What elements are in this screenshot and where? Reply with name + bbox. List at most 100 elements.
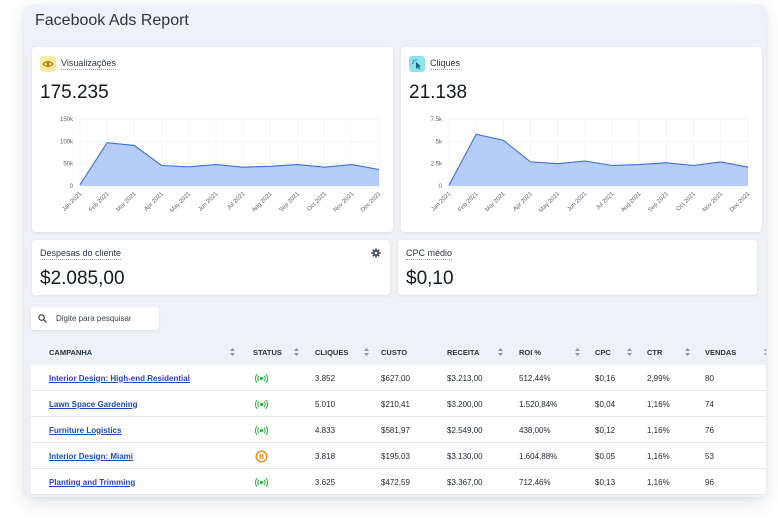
col-campanha-header[interactable]: CAMPANHA <box>49 348 93 357</box>
clicks-card: Cliques 21.138 0 2.5k 5k 7.5k Jan 2021 Feb 20… <box>401 47 762 232</box>
col-roi-value: 1.604,88% <box>519 451 558 461</box>
x-tick-label: Dec 2021 <box>360 191 383 214</box>
col-ctr-cell: 1,16% <box>647 443 670 469</box>
col-custo-cell: $472,59 <box>381 469 410 495</box>
col-vendas-value: 96 <box>705 477 714 487</box>
col-roi-cell: 1.520,84% <box>519 391 557 417</box>
y-tick-label: 7.5k <box>431 117 443 123</box>
col-ctr-cell: 1,16% <box>647 469 670 495</box>
x-tick-label: Dec 2021 <box>729 191 752 214</box>
broadcast-active-icon <box>255 399 268 409</box>
cursor-click-icon <box>409 56 425 72</box>
table-body: Interior Design: High-end Residential 3.8… <box>31 365 766 495</box>
broadcast-active-icon <box>255 477 268 487</box>
col-roi-cell: 1.604,88% <box>519 443 557 469</box>
col-campanha-cell: Interior Design: High-end Residential <box>49 365 190 391</box>
search-input[interactable]: Digite para pesquisar <box>31 307 159 330</box>
table-row[interactable]: Interior Design: High-end Residential 3.8… <box>31 365 766 391</box>
x-tick-label: May 2021 <box>169 191 192 214</box>
col-roi-header[interactable]: ROI % <box>519 348 542 357</box>
col-vendas-header[interactable]: VENDAS <box>705 348 737 357</box>
views-value: 175.235 <box>40 82 109 103</box>
col-receita-cell: $2.549,00 <box>447 417 483 443</box>
col-receita-cell: $3.130,00 <box>447 443 483 469</box>
col-vendas-cell: 74 <box>705 391 714 417</box>
col-cpc-cell: $0,13 <box>595 469 615 495</box>
table-header: CAMPANHA STATUS CLIQUES CUSTO RECEITA ROI % CP… <box>31 338 766 365</box>
col-status-header[interactable]: STATUS <box>253 348 282 357</box>
status-cell <box>255 443 268 469</box>
sort-icon[interactable] <box>294 348 299 356</box>
views-area-chart: 0 50k 100k 150k Jan 2021 Feb 2021 Mar 2021 Apr … <box>60 117 383 214</box>
x-tick-label: Mar 2021 <box>116 191 139 214</box>
col-receita-value: $3.130,00 <box>447 451 483 461</box>
col-roi-value: 438,00% <box>519 425 551 435</box>
col-cpc-value: $0,13 <box>595 477 616 487</box>
col-cpc-header[interactable]: CPC <box>595 348 611 357</box>
table-row[interactable]: Lawn Space Gardening 5.010 $210,41 $3.200,0… <box>31 391 766 417</box>
col-custo-cell: $210,41 <box>381 391 410 417</box>
col-roi-cell: 512,44% <box>519 365 551 391</box>
col-roi-value: 512,44% <box>519 373 551 383</box>
col-receita-value: $3.200,00 <box>447 399 483 409</box>
campaign-link[interactable]: Planting and Trimming <box>49 477 136 487</box>
x-tick-label: Jun 2021 <box>198 191 220 213</box>
col-custo-cell: $627,00 <box>381 365 410 391</box>
col-receita-cell: $3.200,00 <box>447 391 483 417</box>
search-icon <box>38 314 47 323</box>
area-fill <box>80 142 379 186</box>
col-ctr-value: 1,16% <box>647 451 670 461</box>
campaign-link[interactable]: Interior Design: Miami <box>49 451 134 461</box>
x-tick-label: Jan 2021 <box>62 191 84 213</box>
col-vendas-cell: 53 <box>705 443 714 469</box>
col-cpc-value: $0,16 <box>595 373 616 383</box>
col-vendas-cell: 76 <box>705 417 714 443</box>
col-cliques-cell: 5.010 <box>315 391 335 417</box>
clicks-label: Cliques <box>430 58 461 70</box>
pause-circle-icon <box>255 449 268 463</box>
sort-icon[interactable] <box>230 348 235 356</box>
col-custo-header[interactable]: CUSTO <box>381 348 408 357</box>
search-placeholder: Digite para pesquisar <box>56 314 132 323</box>
col-cliques-value: 4.833 <box>315 425 336 435</box>
col-cliques-value: 3.625 <box>315 477 336 487</box>
campaign-link[interactable]: Furniture Logistics <box>49 425 122 435</box>
sort-icon[interactable] <box>498 348 503 356</box>
col-receita-value: $3.367,00 <box>447 477 483 487</box>
x-tick-label: Apr 2021 <box>143 191 165 213</box>
y-tick-label: 2.5k <box>431 162 443 168</box>
sort-icon[interactable] <box>575 348 580 356</box>
col-receita-header[interactable]: RECEITA <box>447 348 480 357</box>
campaign-link[interactable]: Lawn Space Gardening <box>49 399 138 409</box>
col-ctr-cell: 1,16% <box>647 391 670 417</box>
col-cpc-cell: $0,05 <box>595 443 615 469</box>
col-custo-value: $195,03 <box>381 451 410 461</box>
cpc-value: $0,10 <box>406 268 454 289</box>
campaign-link[interactable]: Interior Design: High-end Residential <box>49 373 190 383</box>
gear-icon[interactable] <box>371 248 381 258</box>
sort-icon[interactable] <box>764 348 766 356</box>
broadcast-active-icon <box>255 425 268 435</box>
col-roi-value: 1.520,84% <box>519 399 558 409</box>
sort-icon[interactable] <box>627 348 632 356</box>
cpc-label: CPC médio <box>406 248 453 260</box>
x-tick-label: Nov 2021 <box>702 191 725 214</box>
area-fill <box>449 134 748 186</box>
x-tick-label: Sep 2021 <box>647 191 670 214</box>
x-tick-label: Feb 2021 <box>457 191 480 214</box>
report-panel: Facebook Ads Report Visualizações 175.23… <box>24 5 766 497</box>
col-ctr-header[interactable]: CTR <box>647 348 663 357</box>
sort-icon[interactable] <box>685 348 690 356</box>
col-cliques-cell: 4.833 <box>315 417 335 443</box>
table-row[interactable]: Planting and Trimming 3.625 $472,59 $3.367,… <box>31 469 766 495</box>
table-row[interactable]: Furniture Logistics 4.833 $581,97 $2.549,00… <box>31 417 766 443</box>
col-cliques-header[interactable]: CLIQUES <box>315 348 349 357</box>
sort-icon[interactable] <box>364 348 369 356</box>
col-cliques-cell: 3.852 <box>315 365 335 391</box>
col-roi-value: 712,46% <box>519 477 551 487</box>
views-card: Visualizações 175.235 0 50k 100k 150k Jan 20… <box>32 47 393 232</box>
table-row[interactable]: Interior Design: Miami 3.818 $195,03 $3.130… <box>31 443 766 469</box>
status-cell <box>255 391 268 417</box>
col-cpc-value: $0,05 <box>595 451 616 461</box>
status-cell <box>255 365 268 391</box>
